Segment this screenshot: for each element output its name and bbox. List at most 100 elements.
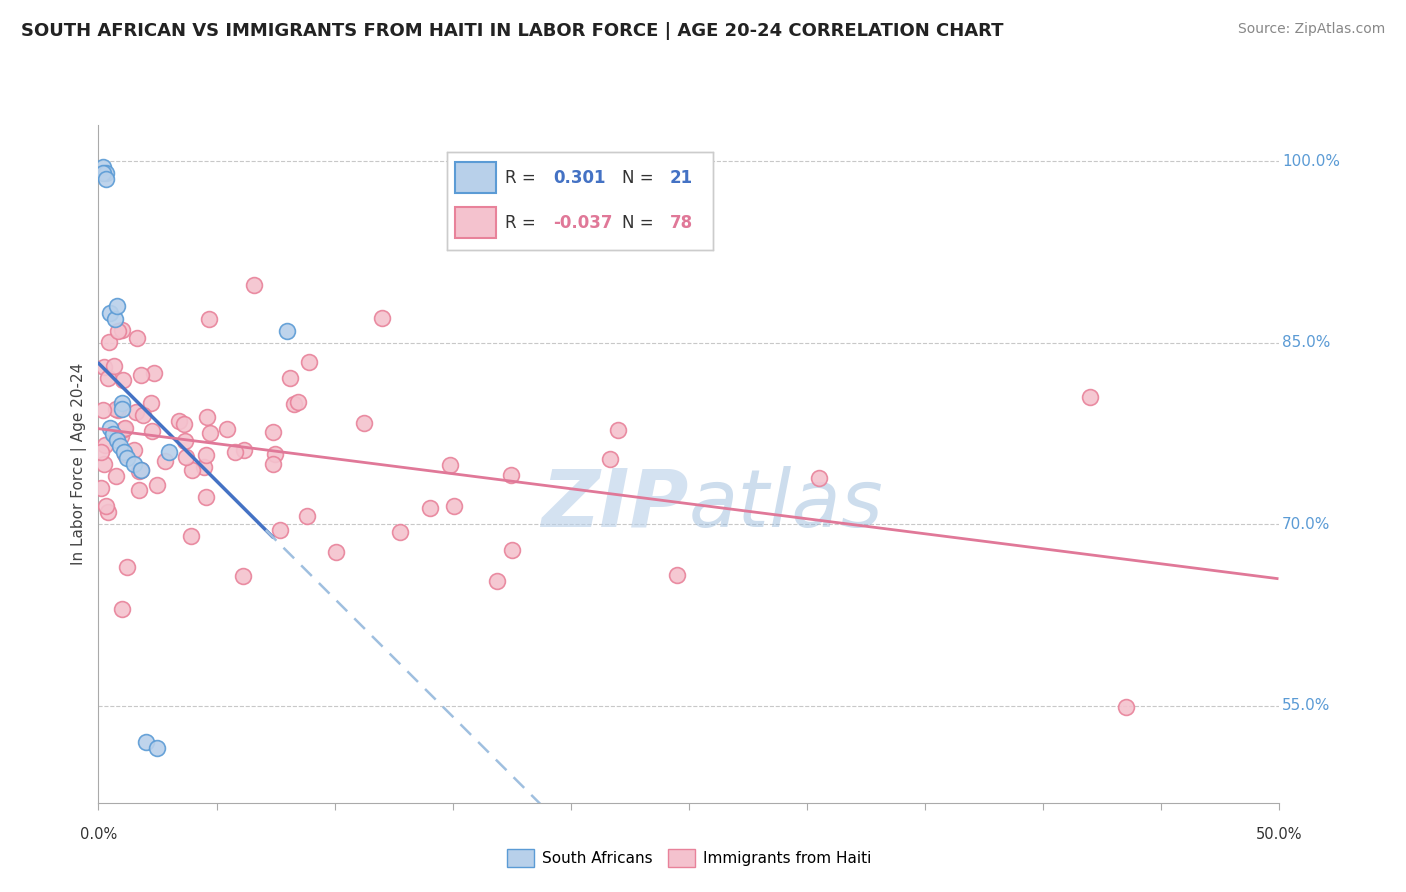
- Point: [94, 437, 117, 451]
- Point: [122, 457, 145, 471]
- Point: [278, 370, 301, 384]
- Point: [439, 458, 461, 473]
- Point: [97, 371, 120, 385]
- Point: [807, 471, 830, 485]
- Text: 70.0%: 70.0%: [1282, 516, 1330, 532]
- Point: [94, 172, 117, 186]
- Point: [96, 499, 118, 513]
- Point: [174, 434, 197, 449]
- Point: [128, 483, 150, 497]
- Text: 85.0%: 85.0%: [1282, 335, 1330, 351]
- Text: ZIP: ZIP: [541, 466, 689, 543]
- Point: [115, 450, 138, 465]
- Point: [105, 433, 128, 447]
- Point: [111, 372, 134, 386]
- Point: [128, 464, 150, 478]
- Point: [114, 421, 136, 435]
- Bar: [454, 207, 496, 238]
- Point: [91, 166, 114, 180]
- Point: [93, 457, 115, 471]
- Point: [167, 414, 190, 428]
- Point: [1080, 390, 1102, 404]
- Point: [131, 368, 153, 383]
- Point: [180, 463, 202, 477]
- Point: [224, 445, 246, 459]
- Point: [98, 420, 121, 434]
- Point: [174, 450, 197, 465]
- Text: atlas: atlas: [689, 466, 884, 543]
- Point: [94, 166, 117, 180]
- Point: [180, 529, 202, 543]
- Point: [91, 402, 114, 417]
- Point: [155, 454, 177, 468]
- Point: [114, 447, 136, 461]
- Point: [173, 417, 195, 431]
- Point: [232, 569, 254, 583]
- Point: [93, 360, 115, 375]
- Point: [111, 402, 134, 417]
- Text: 50.0%: 50.0%: [1256, 827, 1303, 842]
- Point: [105, 300, 128, 314]
- Point: [90, 445, 112, 459]
- Text: SOUTH AFRICAN VS IMMIGRANTS FROM HAITI IN LABOR FORCE | AGE 20-24 CORRELATION CH: SOUTH AFRICAN VS IMMIGRANTS FROM HAITI I…: [21, 22, 1004, 40]
- Point: [105, 402, 128, 417]
- Legend: South Africans, Immigrants from Haiti: South Africans, Immigrants from Haiti: [501, 843, 877, 873]
- Point: [91, 161, 114, 175]
- Point: [104, 311, 127, 326]
- Point: [283, 397, 305, 411]
- Point: [232, 443, 254, 458]
- Text: R =: R =: [505, 214, 536, 232]
- Point: [90, 481, 112, 495]
- Text: -0.037: -0.037: [553, 214, 613, 232]
- Point: [111, 396, 134, 410]
- Point: [499, 467, 522, 482]
- Point: [195, 410, 218, 425]
- Point: [139, 396, 162, 410]
- Point: [105, 469, 128, 483]
- Point: [142, 367, 165, 381]
- Point: [666, 568, 689, 582]
- Point: [98, 335, 121, 350]
- Point: [107, 324, 129, 338]
- Point: [157, 444, 180, 458]
- Point: [146, 741, 169, 756]
- Point: [98, 305, 121, 319]
- Text: 100.0%: 100.0%: [1282, 153, 1340, 169]
- Point: [325, 545, 347, 559]
- Point: [107, 402, 129, 417]
- Point: [353, 416, 375, 430]
- Point: [195, 448, 218, 462]
- Point: [298, 355, 321, 369]
- Text: Source: ZipAtlas.com: Source: ZipAtlas.com: [1237, 22, 1385, 37]
- Point: [485, 574, 508, 588]
- Text: 78: 78: [671, 214, 693, 232]
- Point: [607, 423, 630, 437]
- Point: [501, 543, 523, 558]
- Point: [276, 324, 298, 338]
- Point: [115, 560, 138, 574]
- Point: [96, 505, 118, 519]
- Point: [243, 278, 266, 293]
- Point: [112, 422, 135, 436]
- Point: [112, 444, 135, 458]
- Y-axis label: In Labor Force | Age 20-24: In Labor Force | Age 20-24: [72, 363, 87, 565]
- Text: 0.301: 0.301: [553, 169, 606, 186]
- Point: [193, 459, 215, 474]
- Point: [101, 426, 124, 441]
- Point: [141, 424, 163, 438]
- Point: [111, 323, 134, 337]
- Point: [262, 425, 284, 439]
- Point: [388, 525, 411, 540]
- Point: [198, 425, 221, 440]
- Point: [127, 330, 149, 344]
- Text: 21: 21: [671, 169, 693, 186]
- Text: N =: N =: [623, 214, 654, 232]
- Point: [195, 491, 218, 505]
- Point: [129, 463, 152, 477]
- Point: [135, 735, 157, 749]
- Text: 55.0%: 55.0%: [1282, 698, 1330, 714]
- Point: [599, 452, 621, 467]
- Point: [419, 500, 441, 515]
- Point: [108, 439, 131, 453]
- Point: [295, 509, 318, 524]
